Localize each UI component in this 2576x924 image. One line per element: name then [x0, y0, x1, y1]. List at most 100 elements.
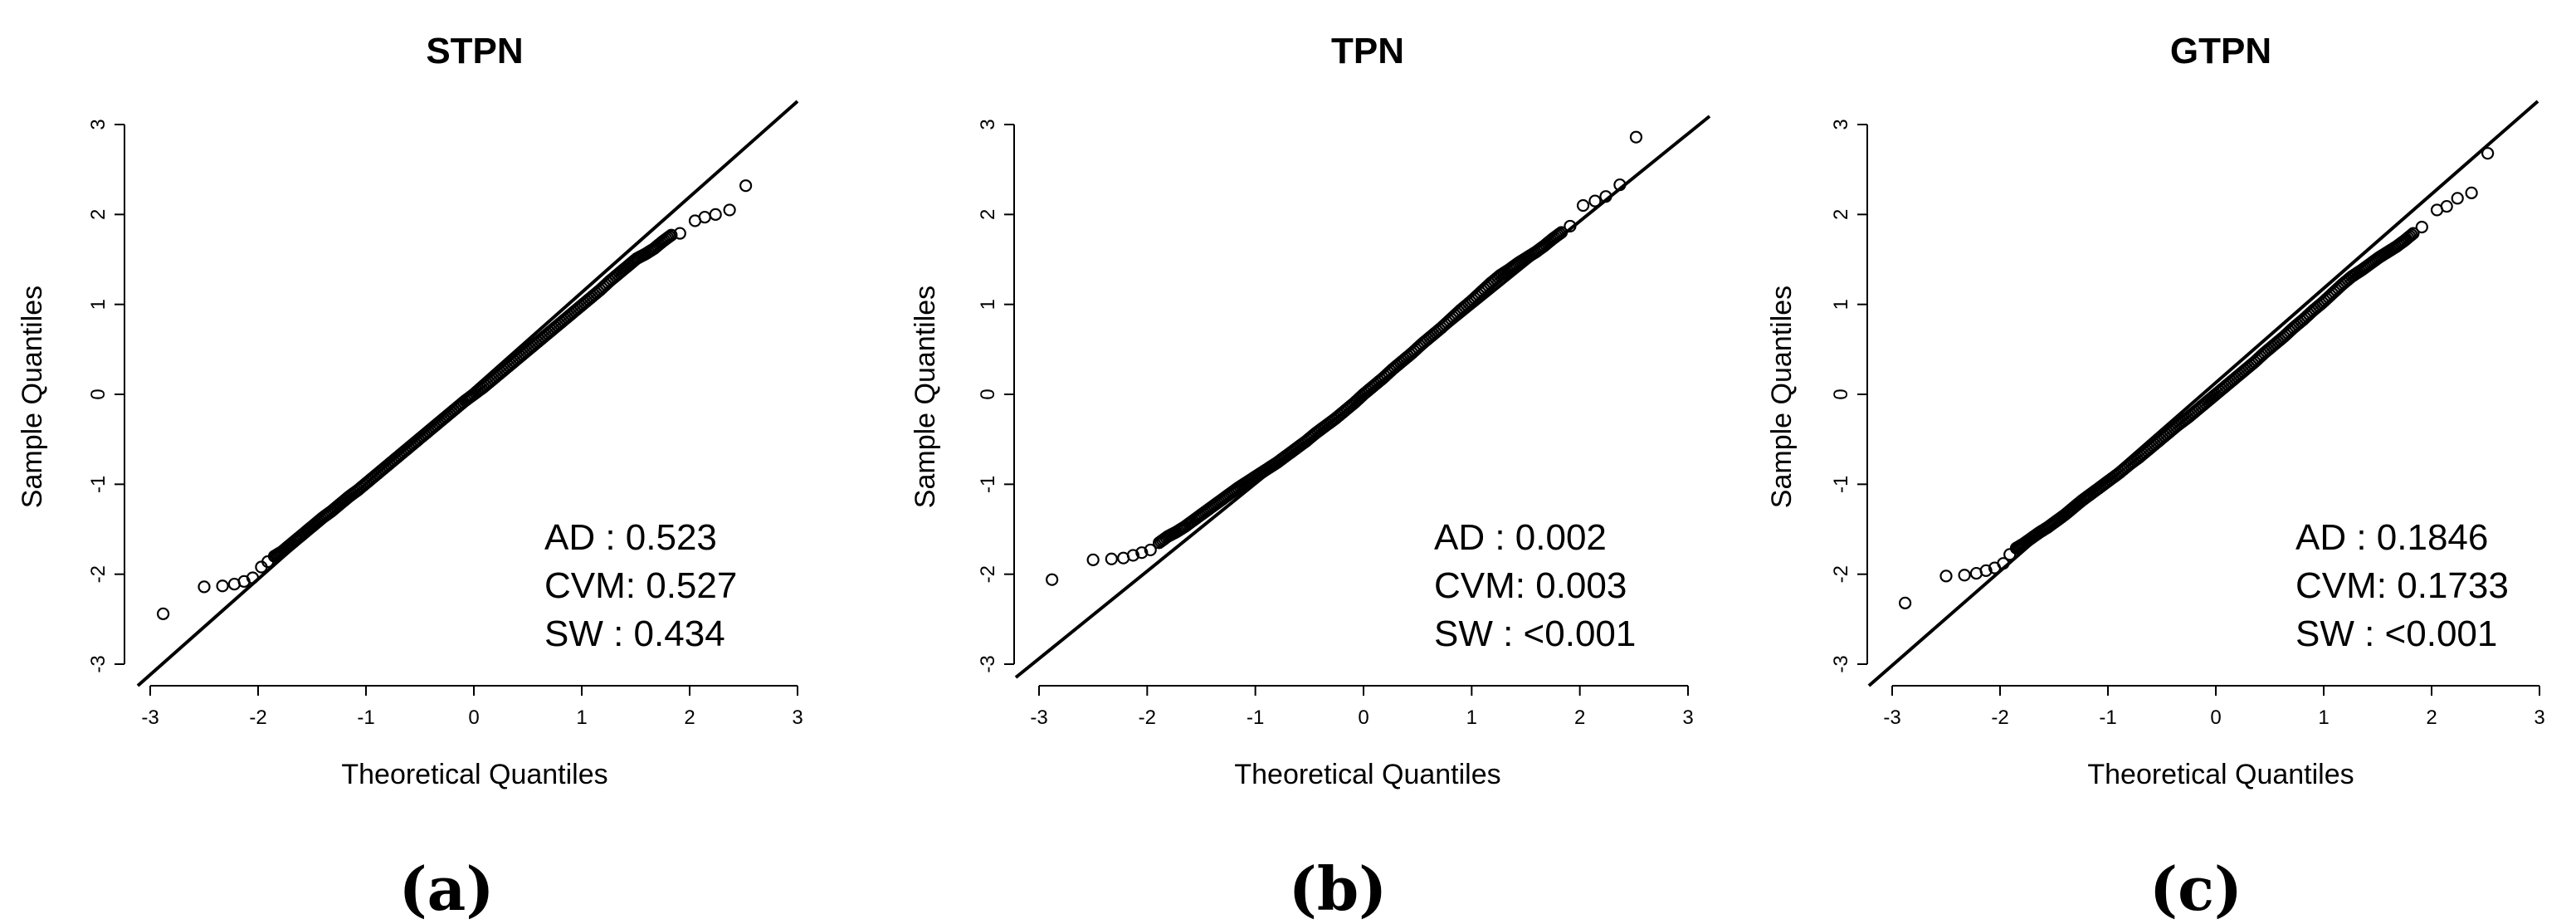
- x-tick-label: 3: [2534, 706, 2544, 729]
- data-point: [1086, 553, 1100, 566]
- data-point: [709, 208, 722, 221]
- plot-area: -3 -2 -1 0 1 2 3 -3 -2 -1 0 1 2 3: [87, 100, 803, 729]
- data-point: [1553, 227, 1567, 241]
- y-tick-label: -1: [87, 476, 110, 493]
- x-tick-label: 1: [576, 706, 587, 729]
- data-point: [1997, 557, 2010, 570]
- panel-tpn: TPN -3 -2 -1 0 1 2 3 -3 -2 -1 0 1 2 3 Theoretical Qua…: [910, 31, 1711, 924]
- y-tick-label: 1: [1830, 299, 1852, 310]
- y-tick-label: -3: [1830, 655, 1852, 672]
- y-tick-label: 3: [1830, 119, 1852, 130]
- stat-sw: SW : 0.434: [544, 614, 725, 654]
- y-tick-label: 3: [87, 119, 110, 130]
- panel-stpn: STPN -3 -2 -1 0 1 2 3 -3 -2 -1 0 1 2 3 Theoretical Qu…: [17, 31, 803, 924]
- data-point: [1613, 178, 1627, 192]
- y-tick-label: -2: [1830, 565, 1852, 583]
- panel-label: (a): [399, 853, 495, 924]
- y-tick-label: 1: [87, 299, 110, 310]
- data-point: [246, 571, 260, 584]
- y-tick-label: -2: [87, 565, 110, 583]
- x-tick-label: 1: [2318, 706, 2329, 729]
- y-axis-label: Sample Quantiles: [910, 286, 941, 508]
- stat-sw: SW : <0.001: [1434, 614, 1636, 654]
- y-tick-label: 0: [87, 389, 110, 399]
- y-tick-label: -1: [1830, 476, 1852, 493]
- stat-ad: AD : 0.002: [1434, 517, 1607, 558]
- stat-ad: AD : 0.523: [544, 517, 717, 558]
- x-tick-label: -3: [141, 706, 159, 729]
- data-point: [1126, 549, 1139, 562]
- data-point: [2415, 220, 2428, 234]
- y-tick-label: 0: [977, 389, 999, 399]
- data-point: [2003, 548, 2017, 561]
- stat-sw: SW : <0.001: [2295, 614, 2497, 654]
- x-tick-label: -1: [1247, 706, 1264, 729]
- x-tick-label: -2: [249, 706, 266, 729]
- plot-area: -3 -2 -1 0 1 2 3 -3 -2 -1 0 1 2 3: [977, 115, 1711, 729]
- x-tick-label: -2: [1991, 706, 2008, 729]
- y-tick-label: 2: [977, 209, 999, 220]
- panel-title: GTPN: [2170, 31, 2271, 71]
- y-tick-label: 1: [977, 299, 999, 310]
- panel-label: (c): [2149, 853, 2242, 924]
- x-tick-label: 0: [1358, 706, 1368, 729]
- data-point: [1629, 130, 1643, 144]
- data-point: [216, 579, 229, 593]
- data-point: [1599, 190, 1612, 203]
- data-point: [2405, 228, 2418, 242]
- data-point: [2451, 192, 2464, 205]
- data-point: [157, 607, 170, 620]
- data-point: [1576, 198, 1590, 213]
- y-tick-label: -2: [977, 565, 999, 583]
- data-point: [723, 203, 736, 217]
- x-tick-label: 0: [468, 706, 479, 729]
- x-axis-label: Theoretical Quantiles: [341, 759, 607, 790]
- data-point: [1958, 569, 1971, 582]
- data-point: [1105, 552, 1118, 565]
- plot-area: -3 -2 -1 0 1 2 3 -3 -2 -1 0 1 2 3: [1830, 100, 2545, 729]
- data-point: [1588, 194, 1602, 208]
- panel-title: STPN: [426, 31, 523, 71]
- x-tick-label: -1: [2099, 706, 2116, 729]
- y-tick-label: 2: [1830, 209, 1852, 220]
- y-tick-label: -3: [87, 655, 110, 672]
- data-point: [1046, 573, 1059, 586]
- y-tick-label: -1: [977, 476, 999, 493]
- data-point: [2440, 199, 2453, 213]
- data-point: [2481, 147, 2495, 160]
- data-point: [1144, 543, 1157, 557]
- y-tick-label: 0: [1830, 389, 1852, 399]
- y-axis-label: Sample Quantiles: [17, 286, 48, 508]
- x-tick-label: 2: [2426, 706, 2437, 729]
- data-point: [2465, 186, 2478, 199]
- data-point: [198, 580, 211, 594]
- panel-label: (b): [1289, 853, 1387, 924]
- y-tick-label: 3: [977, 119, 999, 130]
- data-point: [1939, 570, 1953, 583]
- data-point: [2403, 229, 2417, 243]
- x-tick-label: -3: [1030, 706, 1047, 729]
- y-tick-label: -3: [977, 655, 999, 672]
- stat-ad: AD : 0.1846: [2295, 517, 2488, 558]
- data-point: [665, 228, 678, 242]
- data-point: [1979, 564, 1993, 577]
- x-tick-label: -2: [1139, 706, 1156, 729]
- x-tick-label: -3: [1883, 706, 1900, 729]
- y-tick-label: 2: [87, 209, 110, 220]
- panel-gtpn: GTPN -3 -2 -1 0 1 2 3 -3 -2 -1 0 1 2 3 Theoretical Qu…: [1766, 31, 2545, 924]
- data-point: [739, 179, 753, 193]
- x-axis-label: Theoretical Quantiles: [2087, 759, 2354, 790]
- x-tick-label: 3: [792, 706, 803, 729]
- x-axis-label: Theoretical Quantiles: [1234, 759, 1500, 790]
- stat-cvm: CVM: 0.003: [1434, 565, 1627, 606]
- data-point: [1899, 596, 1912, 609]
- data-point: [1564, 219, 1577, 233]
- panel-title: TPN: [1331, 31, 1404, 71]
- stat-cvm: CVM: 0.1733: [2295, 565, 2509, 606]
- data-point: [2407, 227, 2420, 240]
- data-point: [1135, 546, 1149, 560]
- y-axis-label: Sample Quantiles: [1766, 286, 1798, 508]
- data-point: [1554, 226, 1569, 239]
- reference-line: [1867, 100, 2539, 687]
